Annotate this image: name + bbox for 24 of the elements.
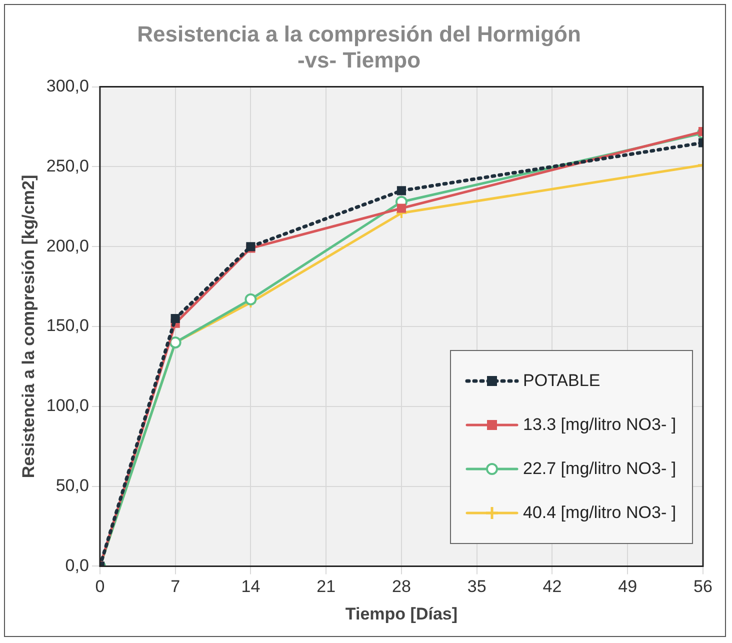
y-tick-label: 200,0 <box>46 236 89 256</box>
x-tick-label: 49 <box>618 577 638 596</box>
y-tick-label: 0,0 <box>65 556 89 575</box>
x-tick-label: 14 <box>241 577 260 596</box>
x-tick-label: 21 <box>316 577 336 596</box>
y-tick-label: 50,0 <box>56 476 89 495</box>
text: Resistencia a la compresión del Hormigón <box>137 21 581 46</box>
x-axis-title: Tiempo [Días] <box>345 604 458 624</box>
x-tick-label: 56 <box>694 577 712 596</box>
x-tick-label: 7 <box>170 577 180 596</box>
x-tick-label: 0 <box>95 577 105 596</box>
text: -vs- Tiempo <box>297 48 421 73</box>
x-tick-label: 28 <box>392 577 411 596</box>
y-tick-label: 300,0 <box>46 76 89 96</box>
legend-label: 22.7 [mg/litro NO3- ] <box>523 459 676 480</box>
y-tick-label: 150,0 <box>46 316 89 336</box>
legend-label: POTABLE <box>523 371 600 392</box>
y-tick-label: 100,0 <box>46 396 89 416</box>
legend-label: 40.4 [mg/litro NO3- ] <box>523 503 676 524</box>
x-tick-label: 35 <box>467 577 486 596</box>
legend-label: 13.3 [mg/litro NO3- ] <box>523 415 676 436</box>
x-tick-label: 42 <box>542 577 562 596</box>
y-tick-label: 250,0 <box>46 156 89 176</box>
y-axis-title: Resistencia a la compresión [kg/cm2] <box>18 174 38 478</box>
